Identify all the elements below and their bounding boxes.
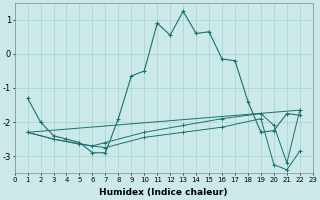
X-axis label: Humidex (Indice chaleur): Humidex (Indice chaleur) (100, 188, 228, 197)
